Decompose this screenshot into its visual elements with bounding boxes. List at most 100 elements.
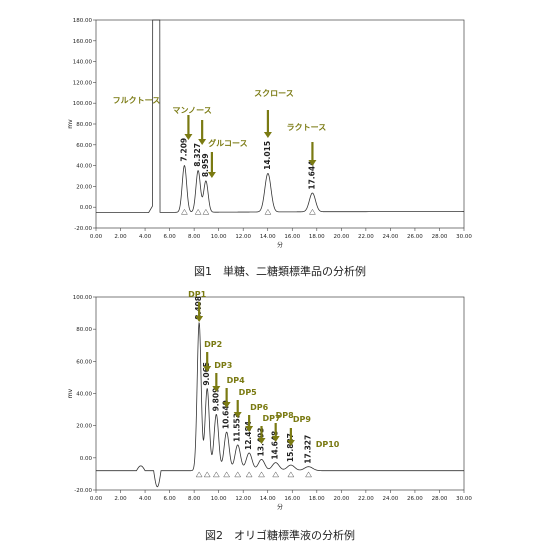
chart2-annotation-arrow-head xyxy=(271,436,280,442)
chart2-annotation-label: DP3 xyxy=(214,361,232,370)
chart1-peak-retention-label: 8.959 xyxy=(201,153,210,177)
chart2-y-axis-label: mv xyxy=(67,388,74,398)
chart1-y-tick-label: 100.00 xyxy=(73,101,93,107)
chart1-y-tick-label: 20.00 xyxy=(76,184,92,190)
chart2-annotation-label: DP8 xyxy=(276,411,295,420)
chart2-trace-line xyxy=(96,322,464,488)
chart1-annotation-arrow-head xyxy=(184,134,193,140)
chart2-y-tick-label: 60.00 xyxy=(76,359,92,365)
chart1-plot-frame xyxy=(95,19,465,229)
chart1-integration-marker xyxy=(180,208,188,215)
chart1-annotation-label: グルコース xyxy=(208,138,247,148)
chart1-integration-marker xyxy=(264,208,272,215)
chart1-x-tick-label: 14.00 xyxy=(260,234,276,240)
chart1-x-tick-label: 20.00 xyxy=(333,234,349,240)
chart1-annotation-label: スクロース xyxy=(254,88,294,98)
chart2-integration-marker xyxy=(258,471,265,478)
chart2-x-tick-label: 22.00 xyxy=(358,496,374,502)
chart2-x-tick-label: 30.00 xyxy=(456,496,472,502)
chart1-y-tick-label: 140.00 xyxy=(73,60,93,66)
chart2-x-tick-label: 26.00 xyxy=(407,496,423,502)
chart2-integration-marker xyxy=(272,471,280,478)
chart2-peak-retention-label: 15.887 xyxy=(286,433,295,462)
chart2-annotation-arrow-head xyxy=(257,438,266,444)
chart2-annotation-label: DP1 xyxy=(188,290,207,299)
chart2-x-tick-label: 16.00 xyxy=(284,496,300,502)
chart1-annotation-arrow-head xyxy=(207,172,216,178)
chart1-peak-retention-label: 7.209 xyxy=(179,138,188,162)
figure1-caption: 図1 単糖、二糖類標準品の分析例 xyxy=(194,265,366,278)
chart1-y-tick-label: 160.00 xyxy=(73,39,93,45)
chart2-peak-retention-label: 12.484 xyxy=(244,421,253,450)
chart2-plot-frame xyxy=(95,296,465,491)
chart1-x-tick-label: 6.00 xyxy=(163,234,176,240)
chart2-annotation-label: DP10 xyxy=(316,440,340,449)
chart2-annotation-arrow-head xyxy=(233,412,242,418)
chart2-x-tick-label: 24.00 xyxy=(383,496,399,502)
chart1-x-tick-label: 10.00 xyxy=(211,234,227,240)
chart2-x-tick-label: 12.00 xyxy=(235,496,251,502)
chart1-peak-retention-label: 14.015 xyxy=(263,141,272,170)
chart1-y-tick-label: 120.00 xyxy=(73,80,93,86)
chart2-integration-marker xyxy=(287,471,295,478)
chart2-annotation-arrow-head xyxy=(203,366,212,372)
chart2-integration-marker xyxy=(203,471,211,478)
chart2-peak-retention-label: 9.065 xyxy=(202,362,211,386)
chart1-integration-marker xyxy=(308,208,316,215)
chart1-x-tick-label: 26.00 xyxy=(407,234,423,240)
chart2-y-tick-label: 80.00 xyxy=(76,327,92,333)
chart1-integration-marker xyxy=(194,208,202,215)
chart2-annotation-label: DP4 xyxy=(227,376,246,385)
chart2-integration-marker xyxy=(223,471,231,478)
chart1-x-tick-label: 30.00 xyxy=(456,234,472,240)
chart2-peak-retention-label: 17.327 xyxy=(304,435,313,464)
chart1-x-tick-label: 16.00 xyxy=(284,234,300,240)
chart2-annotation-label: DP5 xyxy=(239,388,258,397)
chart2-y-tick-label: -20.00 xyxy=(74,488,92,494)
chart1-peak-retention-label: 8.327 xyxy=(193,143,202,167)
chart2-integration-marker xyxy=(195,471,203,478)
chart1-y-tick-label: 80.00 xyxy=(76,122,92,128)
chart2-peak-retention-label: 9.809 xyxy=(211,388,220,412)
chart1-annotation-arrow-head xyxy=(263,132,272,138)
chart2-x-tick-label: 14.00 xyxy=(260,496,276,502)
chart2-annotation-arrow-head xyxy=(195,316,204,322)
chart2-x-tick-label: 20.00 xyxy=(333,496,349,502)
chart2-x-tick-label: 10.00 xyxy=(211,496,227,502)
chart2-x-tick-label: 0.00 xyxy=(90,496,103,502)
chart1-x-tick-label: 24.00 xyxy=(383,234,399,240)
chart1-y-tick-label: 60.00 xyxy=(76,143,92,149)
chart2-annotation-arrow-head xyxy=(286,440,295,446)
chart1-annotation-label: ラクトース xyxy=(287,122,327,132)
chart2-x-tick-label: 4.00 xyxy=(139,496,152,502)
chart1-x-axis-label: 分 xyxy=(277,241,283,249)
chart1-y-tick-label: -20.00 xyxy=(74,226,92,232)
chart2-annotation-label: DP2 xyxy=(204,340,222,349)
chart2-annotation-arrow-head xyxy=(222,402,231,408)
chart1-annotation-arrow-head xyxy=(198,139,207,145)
chart2-x-tick-label: 8.00 xyxy=(188,496,201,502)
chart2-annotation-arrow-head xyxy=(245,426,254,432)
chart2-integration-marker xyxy=(305,471,312,478)
chart2-x-tick-label: 6.00 xyxy=(163,496,176,502)
chart2-x-tick-label: 28.00 xyxy=(432,496,448,502)
chart1-y-axis-label: mv xyxy=(67,119,74,129)
chart1-x-tick-label: 4.00 xyxy=(139,234,152,240)
chart2-y-tick-label: 20.00 xyxy=(76,424,92,430)
chart1-x-tick-label: 28.00 xyxy=(432,234,448,240)
chart1-annotation-label: マンノース xyxy=(173,106,212,115)
chart1-x-tick-label: 0.00 xyxy=(90,234,103,240)
chart2-integration-marker xyxy=(245,471,253,478)
chart1-y-tick-label: 40.00 xyxy=(76,164,92,170)
chart2-annotation-label: DP6 xyxy=(250,403,269,412)
chart2-x-axis-label: 分 xyxy=(277,503,283,511)
chart1-y-tick-label: 180.00 xyxy=(73,18,93,24)
figure2-caption: 図2 オリゴ糖標準液の分析例 xyxy=(205,529,355,542)
chart1-peak-retention-label: 17.644 xyxy=(307,161,316,190)
chart1-annotation-label: フルクトース xyxy=(113,95,161,105)
chart2-annotation-label: DP9 xyxy=(293,415,312,424)
chart2-peak-retention-label: 14.648 xyxy=(271,431,280,460)
chart2-x-tick-label: 2.00 xyxy=(114,496,127,502)
chart1-x-tick-label: 8.00 xyxy=(188,234,201,240)
